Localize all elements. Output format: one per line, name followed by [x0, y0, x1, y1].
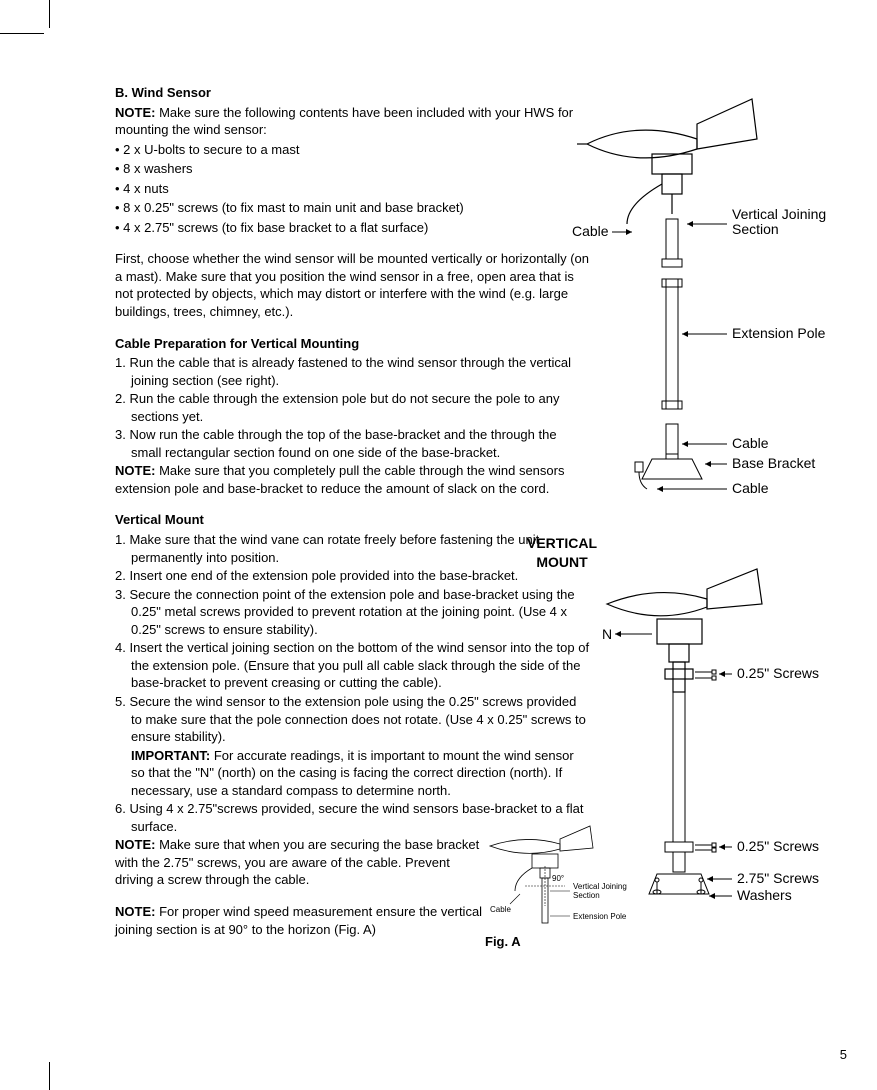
bullet: • 8 x 0.25" screws (to fix mast to main …: [115, 199, 590, 217]
label-cable3: Cable: [732, 480, 769, 496]
label-n: N: [602, 626, 612, 642]
step: 3. Now run the cable through the top of …: [115, 426, 590, 461]
bullet: • 4 x nuts: [115, 180, 590, 198]
label-screws-025b: 0.25" Screws: [737, 838, 819, 854]
figure-a-label: Fig. A: [485, 933, 521, 951]
label-angle: 90°: [552, 874, 564, 883]
step: 2. Insert one end of the extension pole …: [115, 567, 590, 585]
step: 5. Secure the wind sensor to the extensi…: [115, 693, 590, 746]
step: 4. Insert the vertical joining section o…: [115, 639, 590, 692]
paragraph: First, choose whether the wind sensor wi…: [115, 250, 590, 320]
step: 1. Run the cable that is already fastene…: [115, 354, 590, 389]
label-figa-cable: Cable: [490, 905, 511, 914]
note-paragraph: NOTE: For proper wind speed measurement …: [115, 903, 495, 938]
label-figa-vjs2: Section: [573, 891, 600, 900]
figure-column: Cable Vertical Joining Section Extension…: [557, 84, 857, 529]
label-washers: Washers: [737, 887, 792, 903]
label-figa-ext: Extension Pole: [573, 912, 627, 921]
label-screws-025a: 0.25" Screws: [737, 665, 819, 681]
label-base: Base Bracket: [732, 455, 815, 471]
label-ext: Extension Pole: [732, 325, 826, 341]
subsection-title: Cable Preparation for Vertical Mounting: [115, 335, 590, 353]
steps-list: 1. Make sure that the wind vane can rota…: [115, 531, 590, 835]
note-paragraph: NOTE: Make sure that when you are securi…: [115, 836, 485, 889]
label-figa-vjs1: Vertical Joining: [573, 882, 627, 891]
label-vjs2: Section: [732, 221, 779, 237]
bullet: • 8 x washers: [115, 160, 590, 178]
label-vjs: Vertical Joining: [732, 206, 826, 222]
label-screws-275: 2.75" Screws: [737, 870, 819, 886]
subsection-title: Vertical Mount: [115, 511, 590, 529]
page: B. Wind Sensor NOTE: Make sure the follo…: [50, 6, 877, 1084]
bullet: • 4 x 2.75" screws (to fix base bracket …: [115, 219, 590, 237]
steps-list: 1. Run the cable that is already fastene…: [115, 354, 590, 461]
figure-a: 90° Cable Vertical Joining Section Exten…: [470, 796, 670, 951]
step: 2. Run the cable through the extension p…: [115, 390, 590, 425]
step: 3. Secure the connection point of the ex…: [115, 586, 590, 639]
section-title: B. Wind Sensor: [115, 84, 590, 102]
label-cable: Cable: [572, 223, 609, 239]
note-paragraph: NOTE: Make sure the following contents h…: [115, 104, 590, 139]
label-cable2: Cable: [732, 435, 769, 451]
note-paragraph: NOTE: Make sure that you completely pull…: [115, 462, 590, 497]
crop-mark: [0, 33, 44, 34]
figure-1: Cable Vertical Joining Section Extension…: [557, 84, 857, 524]
bullet: • 2 x U-bolts to secure to a mast: [115, 141, 590, 159]
page-number: 5: [840, 1046, 847, 1064]
step: 1. Make sure that the wind vane can rota…: [115, 531, 590, 566]
important-step: IMPORTANT: For accurate readings, it is …: [115, 747, 590, 800]
